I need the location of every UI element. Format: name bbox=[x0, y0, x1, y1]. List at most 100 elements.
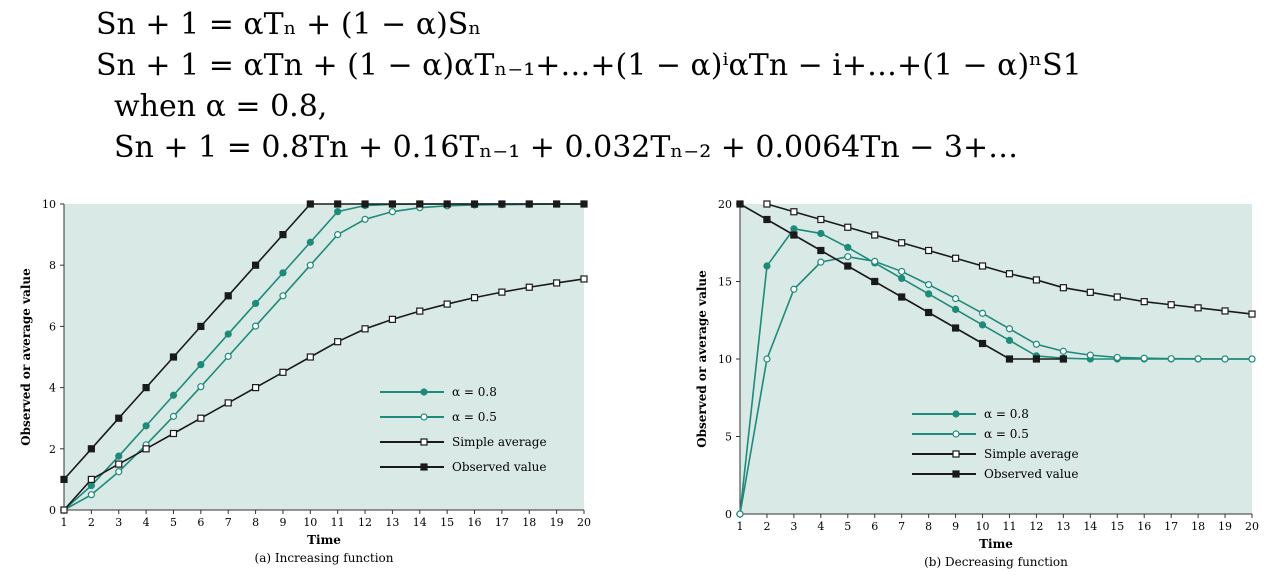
legend-entry: α = 0.8 bbox=[380, 385, 497, 399]
legend-label: α = 0.5 bbox=[984, 427, 1029, 441]
data-point bbox=[844, 262, 852, 270]
data-point bbox=[736, 510, 744, 518]
data-point bbox=[1140, 298, 1148, 306]
legend-label: Observed value bbox=[452, 460, 547, 474]
x-tick-label: 9 bbox=[952, 520, 959, 533]
data-point bbox=[1221, 307, 1229, 315]
x-tick-label: 6 bbox=[871, 520, 878, 533]
data-point bbox=[306, 261, 314, 269]
x-tick-label: 3 bbox=[115, 516, 122, 529]
data-point bbox=[1086, 288, 1094, 296]
data-point bbox=[1059, 355, 1067, 363]
data-point bbox=[580, 275, 588, 283]
x-tick-label: 6 bbox=[197, 516, 204, 529]
data-point bbox=[279, 292, 287, 300]
data-point bbox=[60, 506, 68, 514]
data-point bbox=[115, 460, 123, 468]
y-tick-label: 20 bbox=[718, 198, 732, 211]
x-tick-label: 20 bbox=[577, 516, 591, 529]
x-tick-label: 16 bbox=[468, 516, 482, 529]
y-tick-label: 5 bbox=[725, 431, 732, 444]
data-point bbox=[197, 414, 205, 422]
data-point bbox=[197, 322, 205, 330]
data-point bbox=[197, 361, 205, 369]
data-point bbox=[224, 330, 232, 338]
x-tick-label: 4 bbox=[817, 520, 824, 533]
x-tick-label: 16 bbox=[1137, 520, 1151, 533]
x-tick-label: 8 bbox=[252, 516, 259, 529]
x-tick-label: 1 bbox=[737, 520, 744, 533]
data-point bbox=[279, 368, 287, 376]
x-tick-label: 8 bbox=[925, 520, 932, 533]
data-point bbox=[925, 290, 933, 298]
data-point bbox=[115, 452, 123, 460]
data-point bbox=[844, 223, 852, 231]
data-point bbox=[817, 246, 825, 255]
x-tick-label: 20 bbox=[1245, 520, 1259, 533]
data-point bbox=[790, 285, 798, 293]
x-axis-title: Time bbox=[307, 533, 341, 547]
data-point bbox=[763, 355, 771, 363]
data-point bbox=[951, 324, 960, 332]
data-point bbox=[763, 262, 771, 270]
data-point bbox=[142, 384, 150, 392]
data-point bbox=[169, 429, 178, 438]
data-point bbox=[115, 468, 123, 476]
data-point bbox=[470, 200, 479, 208]
data-point bbox=[978, 321, 987, 329]
series-3 bbox=[736, 200, 1067, 363]
data-point bbox=[60, 475, 68, 483]
x-tick-label: 11 bbox=[1002, 520, 1016, 533]
data-point bbox=[1005, 270, 1014, 278]
data-point bbox=[334, 338, 342, 346]
series-2 bbox=[763, 200, 1256, 318]
data-point bbox=[142, 445, 150, 453]
x-tick-label: 12 bbox=[1029, 520, 1043, 533]
data-point bbox=[871, 231, 879, 239]
x-tick-label: 14 bbox=[1083, 520, 1097, 533]
data-point bbox=[361, 215, 369, 223]
data-point bbox=[169, 412, 178, 420]
data-point bbox=[334, 208, 342, 216]
y-tick-label: 15 bbox=[718, 276, 732, 289]
data-point bbox=[224, 352, 232, 360]
data-point bbox=[251, 261, 260, 269]
legend-label: Simple average bbox=[452, 435, 547, 449]
data-point bbox=[871, 277, 879, 286]
data-point bbox=[525, 200, 533, 208]
legend-label: α = 0.5 bbox=[452, 410, 497, 424]
legend-marker bbox=[952, 450, 960, 458]
chart-caption: (a) Increasing function bbox=[255, 551, 394, 565]
y-tick-label: 10 bbox=[42, 198, 56, 211]
legend-marker bbox=[420, 438, 428, 446]
data-point bbox=[443, 300, 451, 308]
formula-recursive: Sn + 1 = αTₙ + (1 − α)Sₙ bbox=[96, 7, 482, 42]
data-point bbox=[334, 200, 342, 208]
x-tick-label: 3 bbox=[790, 520, 797, 533]
x-tick-label: 15 bbox=[1110, 520, 1124, 533]
data-point bbox=[279, 269, 287, 277]
y-tick-label: 6 bbox=[49, 320, 56, 333]
data-point bbox=[1140, 354, 1148, 362]
formula-expanded: Sn + 1 = αTn + (1 − α)αTₙ₋₁+…+(1 − α)ⁱαT… bbox=[96, 48, 1082, 83]
x-tick-label: 14 bbox=[413, 516, 427, 529]
data-point bbox=[1032, 276, 1041, 284]
y-tick-label: 8 bbox=[49, 259, 56, 272]
data-point bbox=[1248, 310, 1256, 318]
data-point bbox=[898, 267, 906, 276]
data-point bbox=[978, 262, 987, 270]
formula-weighted: Sn + 1 = 0.8Tn + 0.16Tₙ₋₁ + 0.032Tₙ₋₂ + … bbox=[114, 130, 1019, 165]
data-point bbox=[1221, 355, 1229, 363]
data-point bbox=[169, 391, 178, 399]
data-point bbox=[1194, 355, 1202, 363]
y-tick-label: 0 bbox=[725, 508, 732, 521]
data-point bbox=[1032, 355, 1041, 363]
data-point bbox=[1005, 325, 1014, 333]
data-point bbox=[388, 315, 397, 323]
legend-marker bbox=[952, 470, 960, 478]
y-tick-label: 10 bbox=[718, 353, 732, 366]
y-axis-title: Observed or average value bbox=[695, 270, 709, 448]
x-tick-label: 5 bbox=[170, 516, 177, 529]
data-point bbox=[498, 288, 506, 296]
